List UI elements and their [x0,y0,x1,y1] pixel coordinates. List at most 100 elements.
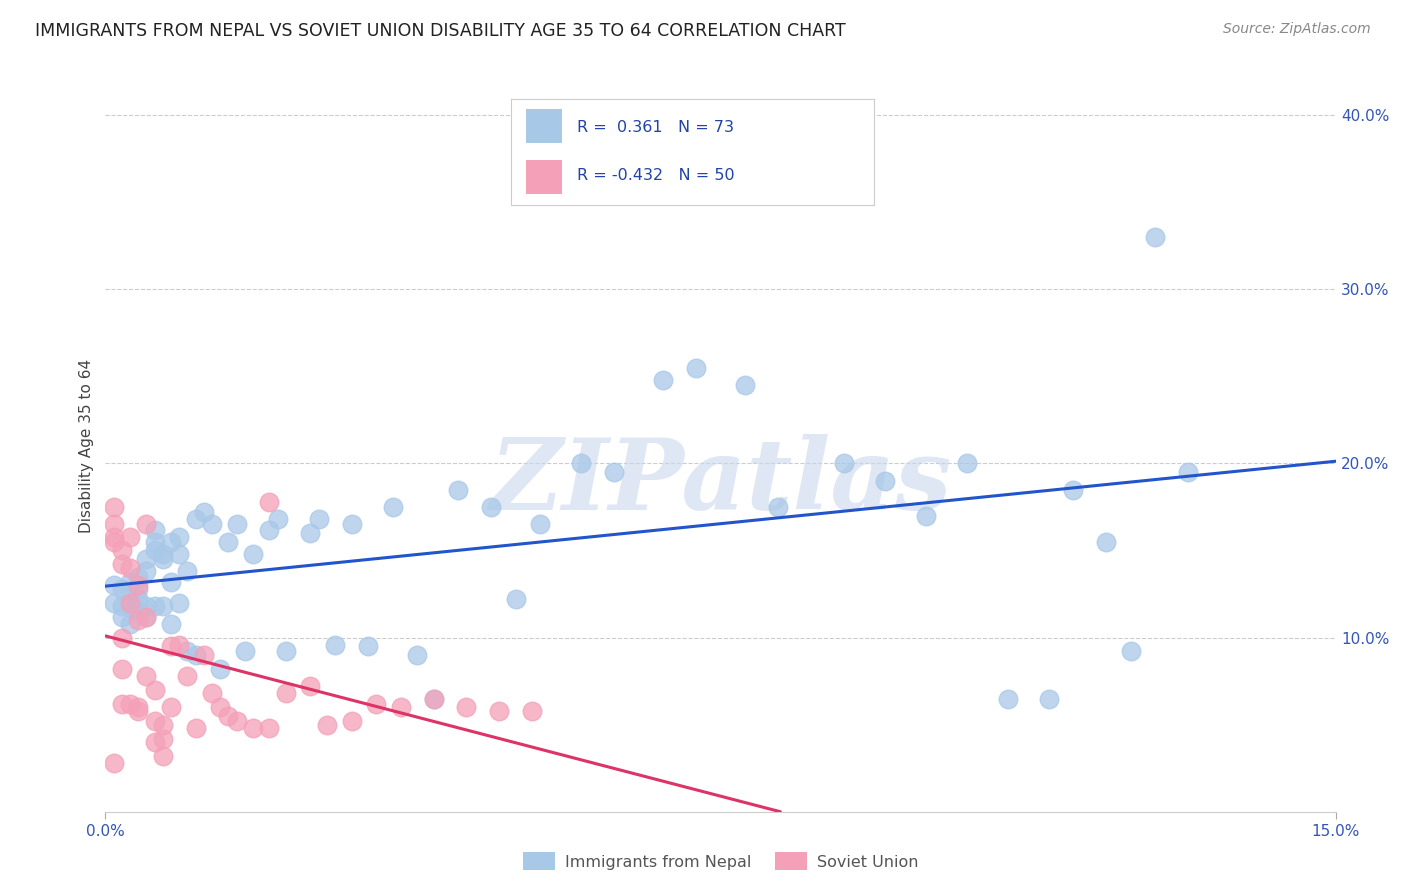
Point [169,638,191,652]
Point [120,599,141,614]
Point [127,582,149,596]
Point [103,530,125,544]
Point [366,697,388,711]
Point [127,592,149,607]
Point [225,517,247,532]
Point [422,691,444,706]
Point [456,700,478,714]
Point [111,662,134,676]
Point [381,500,404,514]
Point [103,756,125,770]
Point [914,508,936,523]
Point [127,700,149,714]
Point [652,373,675,387]
Point [152,717,174,731]
Point [127,704,149,718]
Point [152,552,174,566]
Point [603,465,626,479]
Point [120,596,141,610]
Point [520,704,543,718]
Point [209,700,232,714]
Point [389,700,412,714]
Point [873,474,896,488]
Point [340,517,363,532]
Point [120,697,141,711]
Point [259,721,281,735]
Point [135,599,157,614]
Point [152,749,174,764]
Point [127,613,149,627]
Point [111,697,134,711]
Point [832,457,855,471]
Text: IMMIGRANTS FROM NEPAL VS SOVIET UNION DISABILITY AGE 35 TO 64 CORRELATION CHART: IMMIGRANTS FROM NEPAL VS SOVIET UNION DI… [35,22,846,40]
Text: ZIPatlas: ZIPatlas [489,434,952,531]
Point [323,638,346,652]
Point [209,662,232,676]
Point [160,616,183,631]
Point [135,552,157,566]
Point [111,631,134,645]
Point [169,596,191,610]
Point [135,609,157,624]
Point [135,669,157,683]
Point [193,648,215,662]
Point [152,599,174,614]
Point [685,360,707,375]
Point [103,578,125,592]
Point [127,569,149,583]
Point [120,616,141,631]
Point [176,669,198,683]
Point [357,640,380,654]
Point [127,578,149,592]
Point [956,457,979,471]
Point [120,574,141,589]
Point [120,561,141,575]
Point [135,517,157,532]
Point [184,721,207,735]
Y-axis label: Disability Age 35 to 64: Disability Age 35 to 64 [79,359,94,533]
Point [225,714,247,728]
Point [111,543,134,558]
Point [193,505,215,519]
Point [111,599,134,614]
Point [340,714,363,728]
Text: Source: ZipAtlas.com: Source: ZipAtlas.com [1223,22,1371,37]
Point [160,640,183,654]
Point [143,523,166,537]
Point [152,547,174,561]
Point [176,644,198,658]
Point [316,717,339,731]
Point [1095,534,1118,549]
Point [160,700,183,714]
Point [422,691,444,706]
Point [406,648,429,662]
Point [120,530,141,544]
Point [143,534,166,549]
Point [242,547,264,561]
Point [103,517,125,532]
Point [242,721,264,735]
Point [299,526,322,541]
Point [143,714,166,728]
Point [143,543,166,558]
Point [734,378,756,392]
Point [218,709,240,723]
Point [997,691,1019,706]
Point [103,534,125,549]
Point [274,644,297,658]
Point [488,704,510,718]
Point [143,682,166,697]
Point [120,587,141,601]
Legend: Immigrants from Nepal, Soviet Union: Immigrants from Nepal, Soviet Union [517,846,924,877]
Point [299,679,322,693]
Point [1062,483,1084,497]
Point [259,523,281,537]
Point [201,517,224,532]
Point [103,596,125,610]
Point [111,582,134,596]
Point [274,686,297,700]
Point [1177,465,1199,479]
Point [143,735,166,749]
Point [169,530,191,544]
Point [135,565,157,579]
